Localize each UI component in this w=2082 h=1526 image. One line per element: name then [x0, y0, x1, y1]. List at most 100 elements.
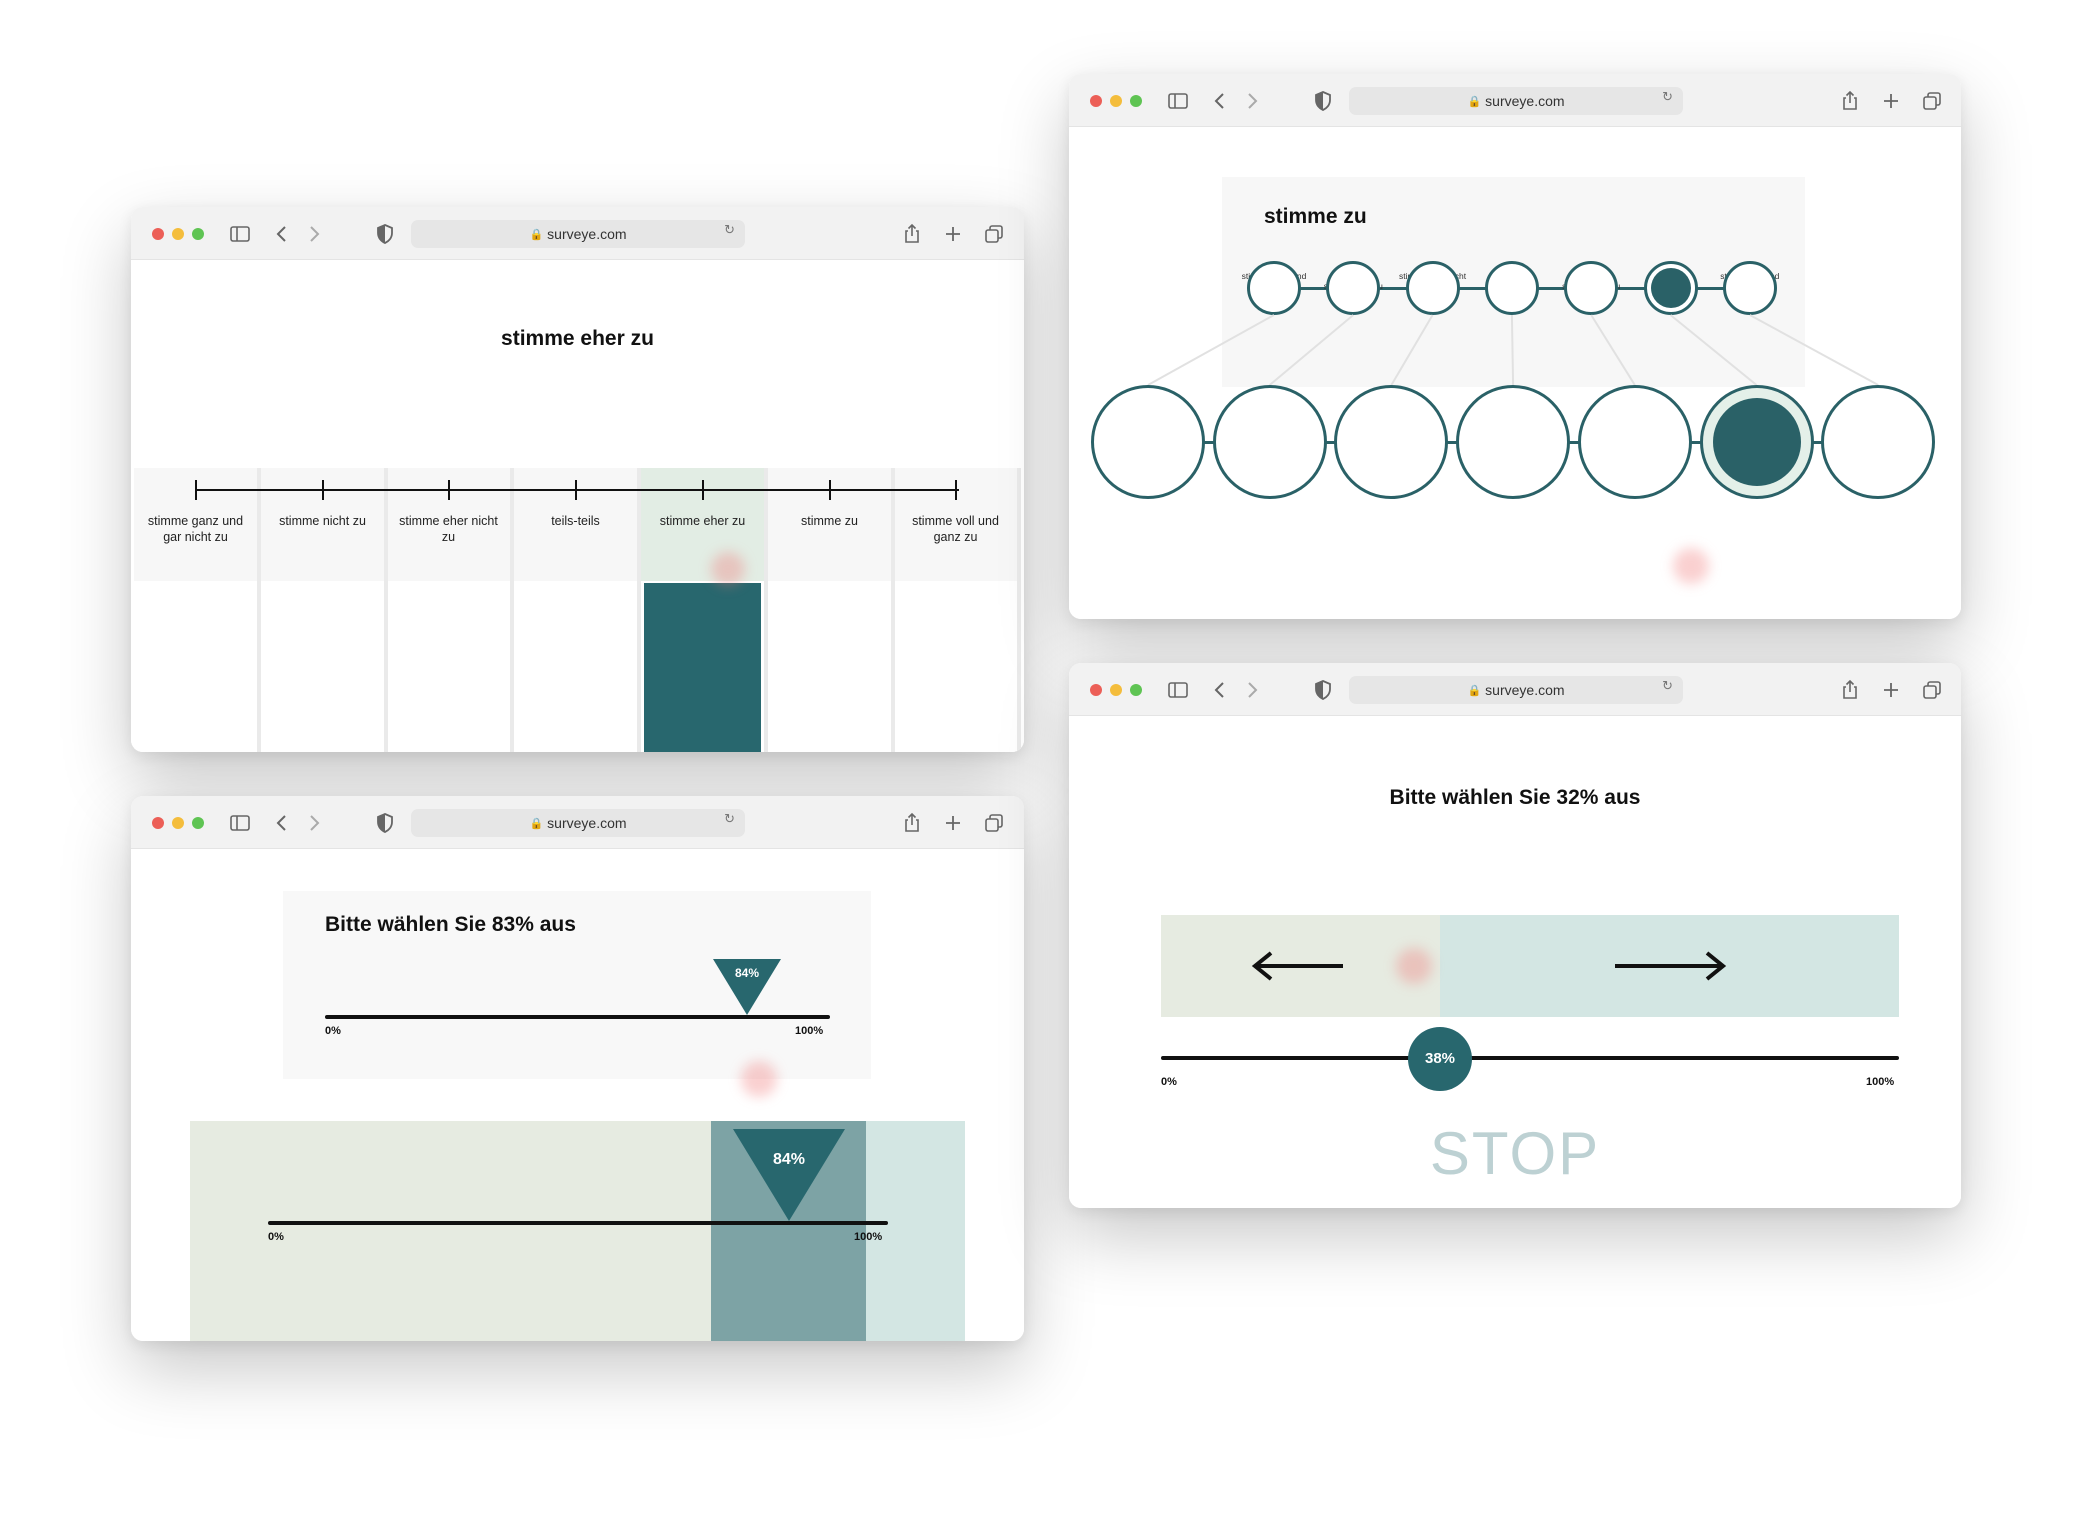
address-bar[interactable]: 🔒 surveye.com ↻ — [411, 809, 745, 837]
forward-icon[interactable] — [1240, 678, 1264, 702]
zoom-slider-value-label: 84% — [772, 1151, 806, 1168]
arrow-right-icon[interactable] — [1613, 951, 1727, 981]
likert-option-column[interactable]: stimme ganz und gar nicht zu — [134, 468, 261, 752]
back-icon[interactable] — [270, 811, 294, 835]
zoom-likert-option-radio[interactable] — [1699, 385, 1814, 499]
likert-option-radio[interactable] — [1405, 261, 1460, 315]
maximize-window-button[interactable] — [1130, 95, 1142, 107]
forward-icon[interactable] — [302, 811, 326, 835]
sidebar-icon[interactable] — [1166, 678, 1190, 702]
new-tab-icon[interactable] — [1879, 89, 1903, 113]
zoom-likert-option-radio[interactable] — [1334, 385, 1449, 499]
zoom-scale-connector — [1269, 441, 1392, 444]
new-tab-icon[interactable] — [941, 811, 965, 835]
shield-icon[interactable] — [373, 222, 397, 246]
scale-connector — [1274, 287, 1354, 290]
reload-icon[interactable]: ↻ — [724, 223, 735, 238]
address-bar[interactable]: 🔒 surveye.com ↻ — [411, 220, 745, 248]
tabs-overview-icon[interactable] — [982, 222, 1006, 246]
likert-option-label: stimme eher nicht zu — [399, 514, 498, 545]
likert-option-label: stimme zu — [801, 514, 858, 528]
shield-icon[interactable] — [1311, 89, 1335, 113]
question-title: stimme eher zu — [501, 327, 654, 350]
reload-icon[interactable]: ↻ — [724, 812, 735, 827]
sidebar-icon[interactable] — [228, 811, 252, 835]
close-window-button[interactable] — [1090, 684, 1102, 696]
likert-option-column[interactable]: stimme voll und ganz zu — [894, 468, 1021, 752]
slider-track[interactable] — [325, 1015, 830, 1019]
maximize-window-button[interactable] — [192, 817, 204, 829]
tabs-overview-icon[interactable] — [982, 811, 1006, 835]
share-icon[interactable] — [900, 811, 924, 835]
maximize-window-button[interactable] — [192, 228, 204, 240]
zoom-likert-option-radio[interactable] — [1212, 385, 1327, 499]
arrow-left-icon[interactable] — [1251, 951, 1345, 981]
likert-option-column[interactable]: stimme eher zu — [641, 468, 768, 752]
slider-min-label: 0% — [325, 1025, 341, 1037]
zoom-scale-connector — [1756, 441, 1879, 444]
forward-icon[interactable] — [302, 222, 326, 246]
url-text: surveye.com — [547, 226, 627, 242]
share-icon[interactable] — [900, 222, 924, 246]
reload-icon[interactable]: ↻ — [1662, 679, 1673, 694]
minimize-window-button[interactable] — [172, 817, 184, 829]
slider-card: Bitte wählen Sie 83% aus 84% 0% 100% — [283, 891, 871, 1079]
new-tab-icon[interactable] — [941, 222, 965, 246]
slider-marker[interactable] — [713, 959, 781, 1015]
share-icon[interactable] — [1838, 678, 1862, 702]
close-window-button[interactable] — [152, 817, 164, 829]
likert-option-column[interactable]: stimme zu — [768, 468, 895, 752]
scale-connector — [1670, 287, 1750, 290]
likert-option-radio[interactable] — [1326, 261, 1381, 315]
browser-window-slider-32: 🔒 surveye.com ↻ Bitte wählen Sie 32% aus — [1069, 663, 1961, 1208]
lock-icon: 🔒 — [529, 228, 544, 241]
reload-icon[interactable]: ↻ — [1662, 90, 1673, 105]
zoom-connector-line — [1147, 314, 1275, 386]
likert-option-column[interactable]: stimme nicht zu — [261, 468, 388, 752]
likert-option-radio[interactable] — [1643, 261, 1698, 315]
minimize-window-button[interactable] — [172, 228, 184, 240]
likert-option-radio[interactable] — [1247, 261, 1301, 315]
zoom-slider-track[interactable] — [268, 1221, 888, 1225]
zoom-likert-option-radio[interactable] — [1821, 385, 1936, 499]
zoom-likert-option-radio[interactable] — [1577, 385, 1692, 499]
likert-option-column[interactable]: teils-teils — [514, 468, 641, 752]
minimize-window-button[interactable] — [1110, 95, 1122, 107]
share-icon[interactable] — [1838, 89, 1862, 113]
back-icon[interactable] — [1208, 89, 1232, 113]
shield-icon[interactable] — [373, 811, 397, 835]
forward-icon[interactable] — [1240, 89, 1264, 113]
tabs-overview-icon[interactable] — [1920, 678, 1944, 702]
likert-option-radio[interactable] — [1564, 261, 1619, 315]
slider-knob[interactable]: 38% — [1408, 1027, 1472, 1091]
back-icon[interactable] — [270, 222, 294, 246]
scale-connector — [1511, 287, 1592, 290]
close-window-button[interactable] — [152, 228, 164, 240]
likert-option-column[interactable]: stimme eher nicht zu — [387, 468, 514, 752]
slider-track[interactable] — [1161, 1056, 1899, 1060]
new-tab-icon[interactable] — [1879, 678, 1903, 702]
shield-icon[interactable] — [1311, 678, 1335, 702]
zoom-likert-option-radio[interactable] — [1456, 385, 1571, 499]
zoom-scale-connector — [1148, 441, 1270, 444]
question-title: stimme zu — [1264, 205, 1367, 228]
address-bar[interactable]: 🔒 surveye.com ↻ — [1349, 87, 1683, 115]
slider-max-label: 100% — [795, 1025, 824, 1037]
minimize-window-button[interactable] — [1110, 684, 1122, 696]
tabs-overview-icon[interactable] — [1920, 89, 1944, 113]
sidebar-icon[interactable] — [1166, 89, 1190, 113]
likert-option-radio[interactable] — [1484, 261, 1539, 315]
sidebar-icon[interactable] — [228, 222, 252, 246]
zoom-scale-connector — [1634, 441, 1757, 444]
zoom-slider-min-label: 0% — [268, 1231, 284, 1243]
address-bar[interactable]: 🔒 surveye.com ↻ — [1349, 676, 1683, 704]
back-icon[interactable] — [1208, 678, 1232, 702]
browser-window-likert-circles: 🔒 surveye.com ↻ stimme zu stimme ganz un… — [1069, 74, 1961, 619]
maximize-window-button[interactable] — [1130, 684, 1142, 696]
zoom-scale-connector — [1391, 441, 1514, 444]
zoom-slider-marker[interactable] — [733, 1129, 845, 1221]
window-controls — [1090, 684, 1142, 696]
likert-option-radio[interactable] — [1722, 261, 1777, 315]
zoom-likert-option-radio[interactable] — [1091, 385, 1205, 499]
close-window-button[interactable] — [1090, 95, 1102, 107]
